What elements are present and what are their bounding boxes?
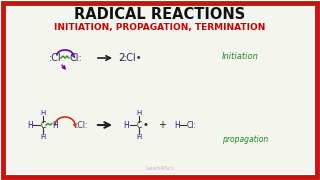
Text: H: H [52, 120, 58, 129]
Text: 2: 2 [119, 53, 125, 63]
Text: :Cl: :Cl [49, 53, 61, 63]
Text: •: • [142, 120, 148, 130]
Text: C: C [136, 120, 142, 129]
Text: INITIATION, PROPAGATION, TERMINATION: INITIATION, PROPAGATION, TERMINATION [54, 22, 266, 32]
Text: RADICAL REACTIONS: RADICAL REACTIONS [74, 6, 246, 21]
Text: Cl:: Cl: [70, 53, 82, 63]
Text: H: H [174, 120, 180, 129]
Text: :Cl•: :Cl• [124, 53, 142, 63]
Text: H: H [40, 134, 46, 140]
Text: Cl:: Cl: [187, 120, 197, 129]
Text: H: H [136, 134, 142, 140]
Text: H: H [40, 110, 46, 116]
Text: Leah4Sci: Leah4Sci [146, 165, 174, 170]
Text: H: H [136, 110, 142, 116]
Text: Initiation: Initiation [221, 51, 259, 60]
Text: H: H [123, 120, 129, 129]
Text: H: H [27, 120, 33, 129]
Text: C: C [40, 120, 46, 129]
Text: propagation: propagation [222, 134, 268, 143]
Text: :Cl:: :Cl: [75, 120, 87, 129]
Text: +: + [158, 120, 166, 130]
